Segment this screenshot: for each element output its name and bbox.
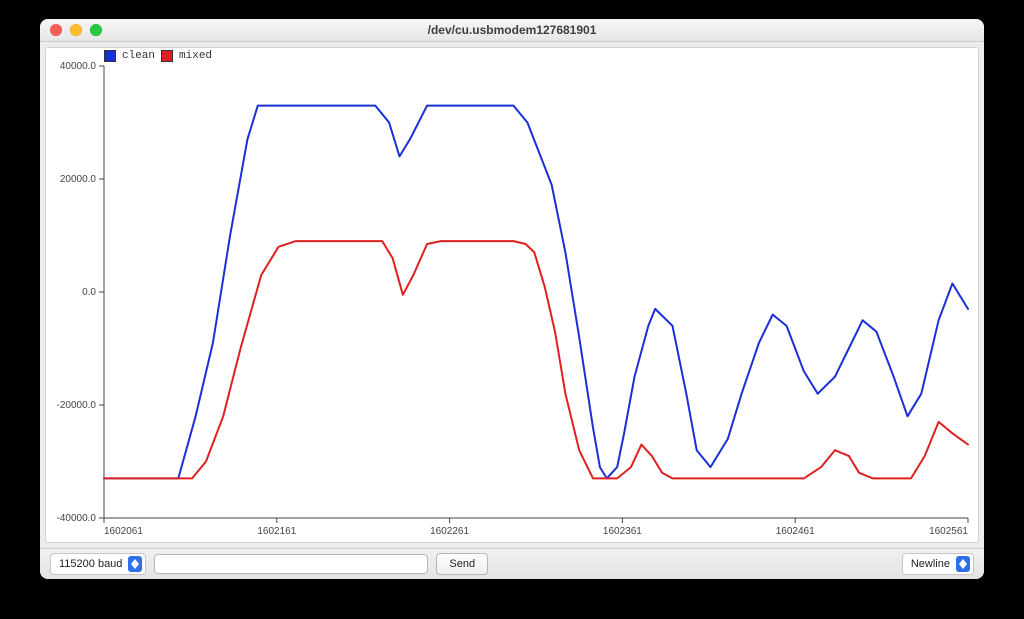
send-button[interactable]: Send	[436, 553, 488, 575]
traffic-lights	[40, 24, 102, 36]
svg-text:1602561: 1602561	[929, 526, 968, 537]
send-button-label: Send	[449, 558, 475, 570]
minimize-icon[interactable]	[70, 24, 82, 36]
window-title: /dev/cu.usbmodem127681901	[40, 23, 984, 37]
serial-plotter-window: /dev/cu.usbmodem127681901 clean mixed -4…	[40, 19, 984, 579]
zoom-icon[interactable]	[90, 24, 102, 36]
svg-text:40000.0: 40000.0	[60, 61, 97, 72]
close-icon[interactable]	[50, 24, 62, 36]
svg-text:0.0: 0.0	[82, 287, 96, 298]
chart-svg: -40000.0 -20000.0 0.0 20000.0 40000.0 1602061…	[46, 48, 978, 542]
baud-select-value: 115200 baud	[59, 558, 122, 570]
line-ending-select[interactable]: Newline	[902, 553, 974, 575]
send-input[interactable]	[154, 554, 428, 574]
svg-text:-20000.0: -20000.0	[57, 400, 97, 411]
svg-text:20000.0: 20000.0	[60, 174, 97, 185]
svg-text:-40000.0: -40000.0	[57, 513, 97, 524]
baud-select[interactable]: 115200 baud	[50, 553, 146, 575]
svg-text:1602261: 1602261	[430, 526, 469, 537]
svg-text:1602461: 1602461	[776, 526, 815, 537]
line-ending-value: Newline	[911, 558, 950, 570]
updown-icon	[956, 556, 970, 572]
plot-area: clean mixed -40000.0-20000.00.020000.040…	[45, 47, 979, 543]
svg-text:1602361: 1602361	[603, 526, 642, 537]
svg-text:1602061: 1602061	[104, 526, 143, 537]
bottom-toolbar: 115200 baud Send Newline	[40, 548, 984, 579]
updown-icon	[128, 556, 142, 572]
titlebar: /dev/cu.usbmodem127681901	[40, 19, 984, 42]
svg-text:1602161: 1602161	[257, 526, 296, 537]
